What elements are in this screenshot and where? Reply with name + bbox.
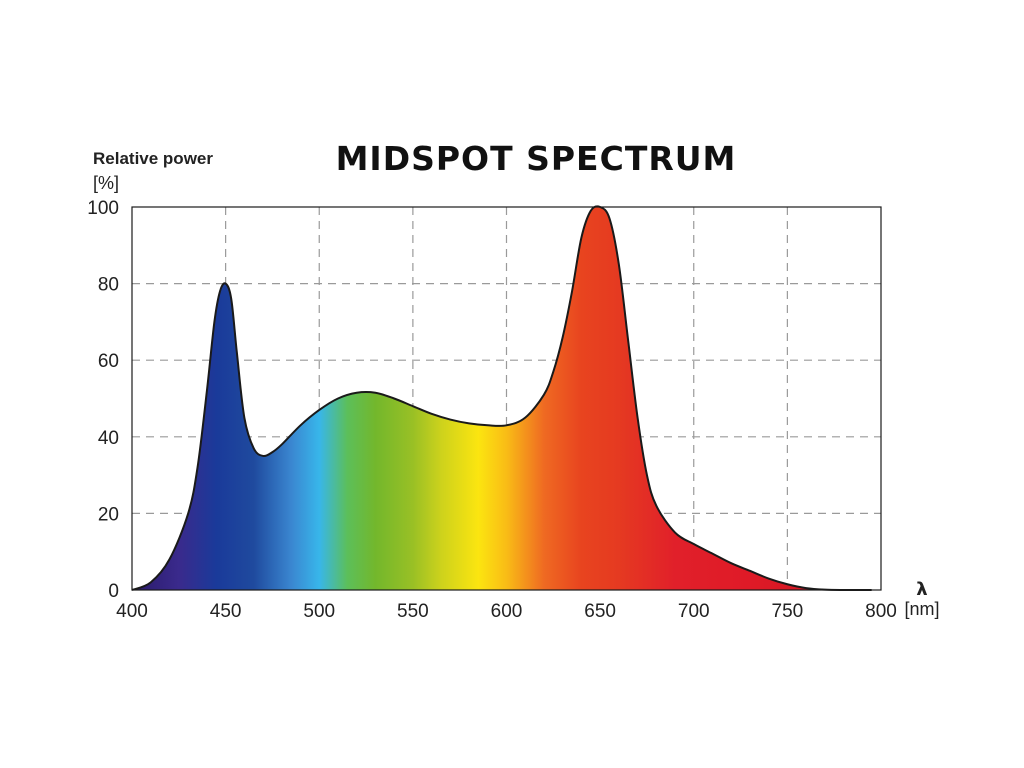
- y-tick-label: 100: [87, 198, 119, 219]
- y-tick-labels: 0 20 40 60 80 100: [87, 198, 119, 602]
- y-axis-unit: [%]: [93, 173, 119, 193]
- x-tick-label: 750: [772, 601, 804, 622]
- x-tick-labels: 400 450 500 550 600 650 700 750 800: [116, 601, 897, 622]
- spectrum-area: [132, 206, 872, 590]
- plot-frame: [131, 206, 882, 591]
- y-tick-label: 60: [98, 351, 119, 372]
- x-tick-label: 550: [397, 601, 429, 622]
- x-tick-label: 800: [865, 601, 897, 622]
- x-tick-label: 700: [678, 601, 710, 622]
- x-tick-label: 650: [584, 601, 616, 622]
- x-axis-label: λ: [916, 579, 927, 600]
- chart-title: MIDSPOT SPECTRUM: [336, 139, 737, 178]
- y-tick-label: 0: [108, 581, 119, 602]
- y-tick-label: 40: [98, 428, 119, 449]
- spectrum-outline: [131, 205, 872, 591]
- x-axis-unit: [nm]: [904, 599, 939, 619]
- x-tick-label: 500: [303, 601, 335, 622]
- x-tick-label: 600: [491, 601, 523, 622]
- y-tick-label: 20: [98, 504, 119, 525]
- y-axis-label: Relative power: [93, 149, 213, 168]
- x-tick-label: 450: [210, 601, 242, 622]
- y-tick-label: 80: [98, 275, 119, 296]
- x-tick-label: 400: [116, 601, 148, 622]
